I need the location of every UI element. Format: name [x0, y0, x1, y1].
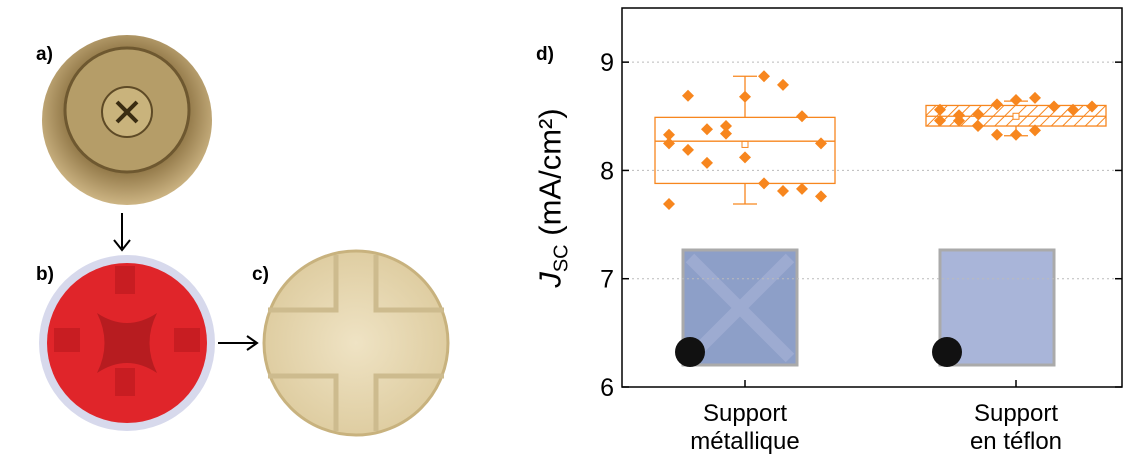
- data-point: [758, 177, 770, 190]
- photo-brass-holder: [42, 35, 212, 205]
- x-tick-label: Support en téflon: [969, 400, 1063, 455]
- mean: [1012, 112, 1020, 120]
- y-tick-label: 8: [600, 157, 614, 185]
- data-point: [934, 103, 946, 116]
- data-point: [1010, 128, 1022, 141]
- data-point: [663, 137, 675, 150]
- data-point: [682, 89, 694, 102]
- data-point: [1067, 103, 1079, 116]
- plot-frame: [621, 7, 1123, 388]
- data-point: [815, 137, 827, 150]
- y-axis-label: JSC (mA/cm²): [532, 108, 573, 287]
- data-point: [663, 128, 675, 141]
- data-point: [1086, 100, 1098, 113]
- data-point: [701, 156, 713, 169]
- data-point: [972, 120, 984, 133]
- data-point: [796, 182, 808, 195]
- data-point: [777, 78, 789, 91]
- y-tick-label: 6: [600, 374, 614, 402]
- data-point: [682, 143, 694, 156]
- box: [654, 116, 836, 185]
- y-tick-label: 7: [600, 266, 614, 294]
- data-point: [1048, 100, 1060, 113]
- data-point: [1029, 124, 1041, 137]
- data-point: [777, 185, 789, 198]
- arrow: [113, 213, 131, 252]
- data-point: [972, 108, 984, 121]
- data-point: [934, 114, 946, 127]
- data-point: [991, 98, 1003, 111]
- data-point: [991, 128, 1003, 141]
- mean: [741, 140, 749, 148]
- y-tick-label: 9: [600, 49, 614, 77]
- data-point: [796, 110, 808, 123]
- data-point: [1029, 91, 1041, 104]
- photo-cream-mold: [262, 249, 450, 437]
- data-point: [739, 90, 751, 103]
- data-point: [701, 123, 713, 136]
- arrow: [218, 335, 259, 351]
- panel-label: d): [536, 44, 554, 65]
- data-point: [720, 120, 732, 133]
- x-tick-label: Support métallique: [690, 400, 800, 455]
- data-point: [663, 197, 675, 210]
- photo-red-support: [39, 255, 215, 431]
- panel-label: a): [36, 44, 53, 65]
- y-label-unit: (mA/cm²): [532, 108, 568, 236]
- panel-label: c): [252, 264, 269, 285]
- y-label-subscript: SC: [550, 244, 573, 273]
- data-point: [1010, 94, 1022, 107]
- data-point: [758, 70, 770, 83]
- data-point: [815, 190, 827, 203]
- data-point: [739, 151, 751, 164]
- data-point: [720, 127, 732, 140]
- y-label-symbol: J: [532, 272, 568, 288]
- panel-label: b): [36, 264, 54, 285]
- data-point: [953, 109, 965, 122]
